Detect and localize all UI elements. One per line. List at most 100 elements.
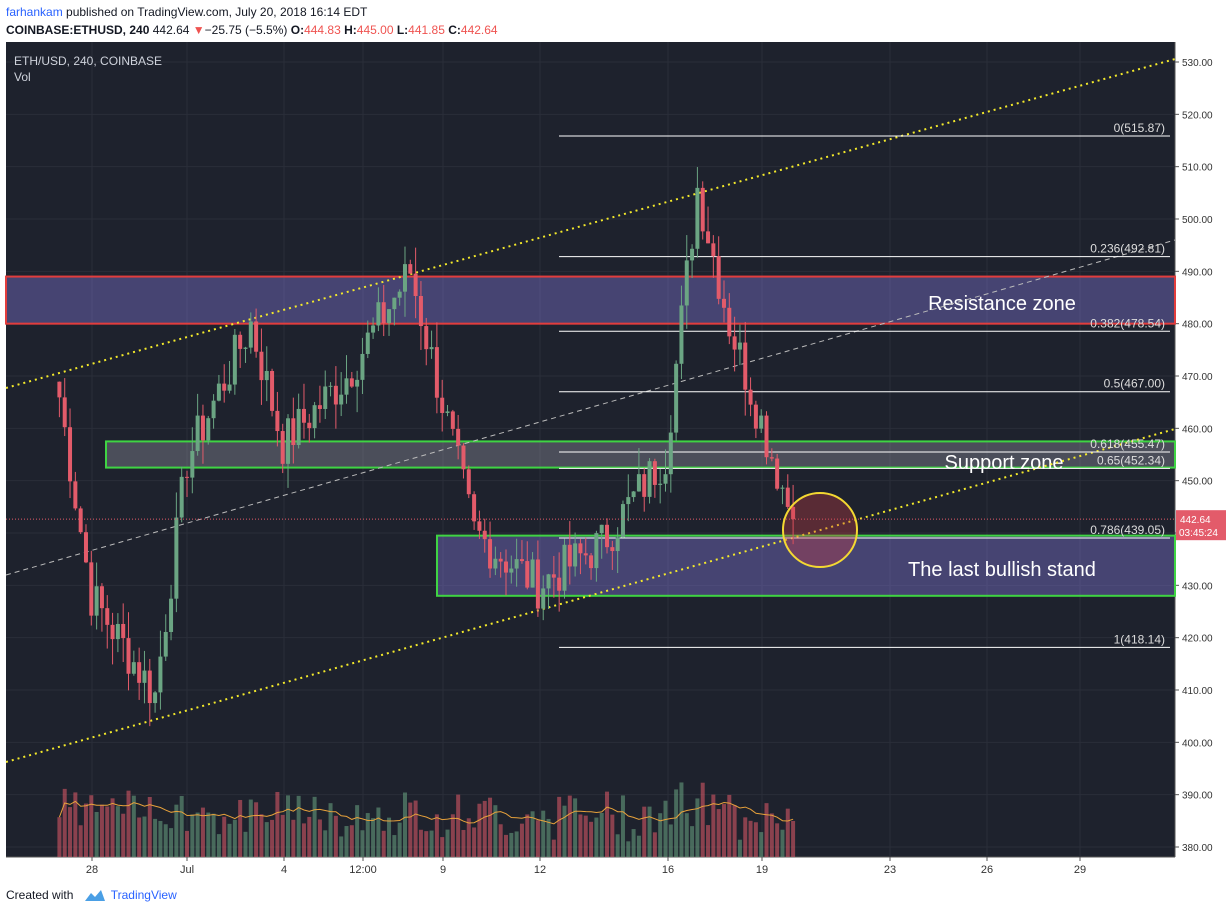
candle-body [567,544,572,567]
volume-bar [780,829,785,857]
candle-body [450,411,455,429]
upper-trend-line [5,58,1176,389]
y-tick-label: 530.00 [1182,58,1213,69]
volume-bar [732,805,737,857]
publish-text: published on TradingView.com, July 20, 2… [62,5,368,19]
volume-bar [434,814,439,857]
volume-bar [62,788,67,857]
candle-body [440,397,445,413]
price-chart[interactable]: 530.00 520.00 510.00 500.00 490.00 480.00 470.… [0,42,1226,886]
last-price: 442.64 [152,23,190,37]
volume-bar [759,832,764,857]
volume-bar [791,820,796,857]
volume-bar [179,795,184,857]
volume-bar [110,798,115,857]
x-tick-label: 4 [281,864,287,876]
volume-bar [323,830,328,857]
y-tick-label: 430.00 [1182,581,1213,592]
candle-body [413,273,418,296]
volume-bar [716,809,721,857]
volume-bar [238,799,243,857]
volume-bar [328,803,333,857]
volume-bar [519,823,524,857]
candle-body [546,574,551,589]
x-tick-label: 23 [884,864,896,876]
volume-bar [349,825,354,857]
volume-bar [498,824,503,857]
candle-body [105,608,110,625]
candle-body [775,458,780,489]
low-value: 441.85 [408,23,445,37]
chart-title: ETH/USD, 240, COINBASE [14,54,162,68]
volume-bar [270,819,275,857]
candle-body [110,624,115,640]
candle-body [785,487,790,507]
countdown-label: 03:45:24 [1179,528,1218,539]
volume-bar [206,812,211,857]
volume-bar [615,834,620,857]
volume-bar [57,817,62,857]
volume-bar [291,819,296,857]
candle-body [732,336,737,350]
tradingview-link[interactable]: TradingView [110,888,177,902]
candle-body [525,561,530,588]
candle-body [652,461,657,485]
high-label: H: [344,23,357,37]
x-tick-label: 26 [981,864,993,876]
candle-body [328,385,333,387]
volume-bar [222,816,227,857]
volume-bar [286,795,291,857]
time-axis [6,857,1175,886]
candle-body [371,325,376,333]
candle-body [158,656,163,693]
volume-bar [488,797,493,857]
volume-bar [83,803,88,857]
tradingview-logo-icon [84,889,105,901]
candle-body [647,461,652,497]
candle-body [376,302,381,326]
volume-bar [450,814,455,857]
candle-body [174,517,179,599]
candle-body [190,451,195,478]
volume-bar [690,826,695,857]
volume-bar [594,817,599,857]
candle-body [317,405,322,409]
candle-body [716,256,721,299]
y-tick-label: 500.00 [1182,215,1213,226]
volume-bar [647,806,652,857]
volume-bar [158,820,163,857]
volume-bar [105,806,110,857]
candle-body [684,260,689,306]
fib-level-label: 0.5(467.00) [1104,377,1165,391]
candle-body [658,483,663,485]
volume-bar [360,830,365,857]
volume-bar [456,794,461,857]
volume-bar [259,814,264,857]
candle-body [721,298,726,308]
candle-body [323,386,328,409]
volume-bar [445,829,450,857]
volume-bar [94,811,99,857]
candle-body [402,264,407,292]
volume-bar [700,782,705,857]
author-link[interactable]: farhankam [6,5,63,19]
volume-bar [402,792,407,857]
candle-body [482,530,487,540]
candle-body [764,415,769,458]
candle-body [216,383,221,401]
created-with-text: Created with [6,888,74,902]
high-value: 445.00 [356,23,394,37]
volume-bar [753,822,758,857]
volume-bar [514,831,519,857]
candle-body [238,334,243,349]
y-tick-label: 480.00 [1182,320,1213,331]
candle-body [355,379,360,387]
volume-bar [477,803,482,857]
volume-bar [142,816,147,857]
candle-body [743,342,748,390]
volume-bar [174,804,179,857]
candle-body [397,291,402,298]
volume-bar [652,832,657,857]
volume-bar [551,839,556,857]
candle-body [605,524,610,548]
